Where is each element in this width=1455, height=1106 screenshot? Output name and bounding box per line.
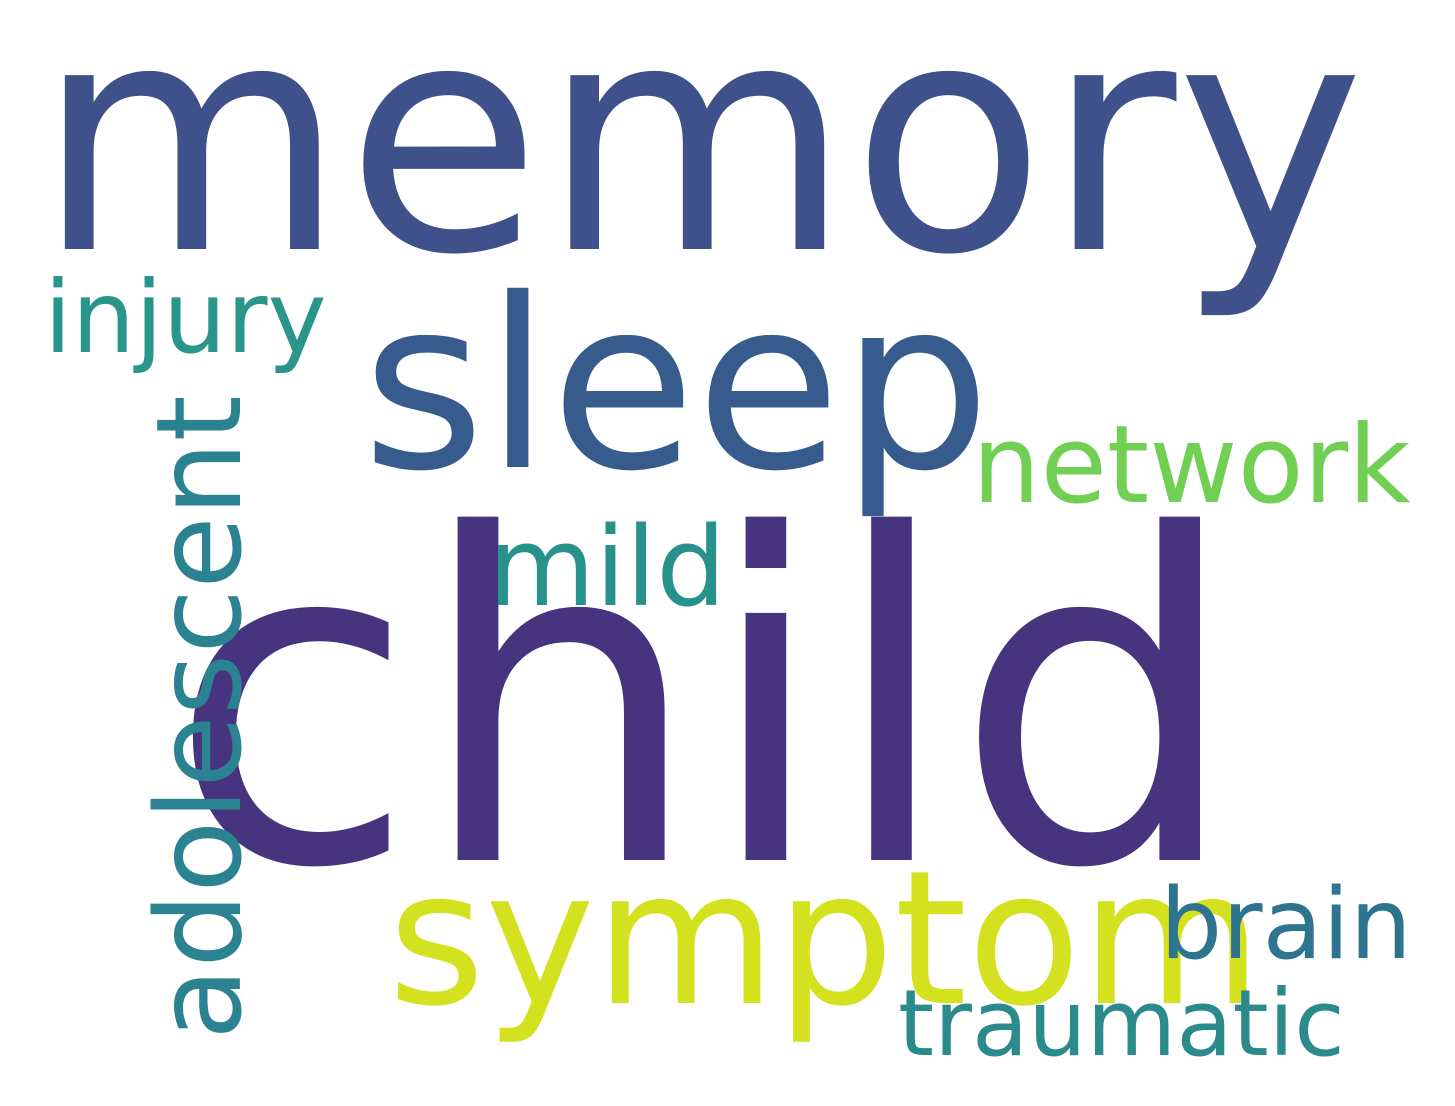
word-memory: memory [36, 0, 1365, 324]
word-mild: mild [488, 503, 727, 631]
word-sleep: sleep [362, 248, 991, 523]
word-traumatic: traumatic [898, 970, 1345, 1077]
word-brain: brain [1160, 868, 1412, 982]
word-adolescent: adolescent [130, 395, 268, 1040]
word-symptom: symptom [388, 830, 1263, 1047]
word-network: network [972, 403, 1411, 528]
word-child: child [168, 440, 1242, 967]
word-injury: injury [44, 259, 327, 376]
